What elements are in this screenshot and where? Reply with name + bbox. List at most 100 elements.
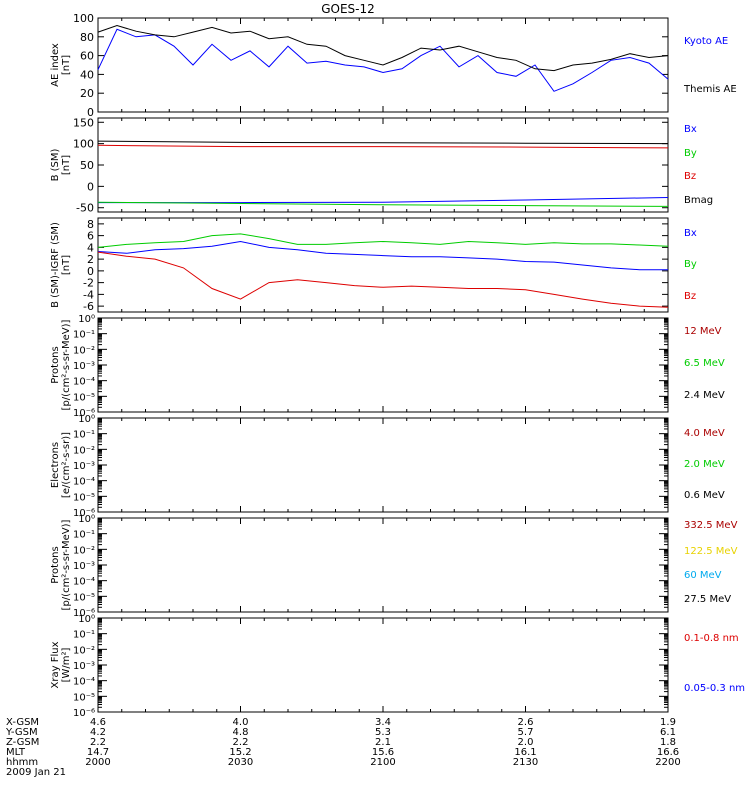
panel-7: Xray Flux[W/m²] 10⁻⁶ 10⁻⁵ 10⁻⁴ 10⁻³ 10⁻² 10⁻¹ 1… [50,614,745,719]
y-tick-label: 10⁻² [73,345,95,356]
legend-entry: By [684,148,697,159]
series-line [97,140,669,145]
y-axis-label: Xray Flux[W/m²] [50,641,72,688]
legend-entry: 332.5 MeV [684,520,738,531]
y-axis-label-line: [p/(cm²-s-sr-MeV)] [61,519,72,610]
legend-entry: 0.1-0.8 nm [684,633,739,644]
y-axis-label: Protons[p/(cm²-s-sr-MeV)] [50,319,72,410]
plot-title: GOES-12 [321,2,375,16]
y-tick-label: 10⁰ [78,614,95,625]
panel-5: Electrons[e/(cm²-s-sr)]10⁻⁶ 10⁻⁵ 10⁻⁴ 10⁻³ 1… [50,414,725,519]
ephem-cell: 4.0 [233,717,249,728]
y-tick-label: 10⁻³ [73,361,95,372]
y-tick-label: 10⁰ [78,514,95,525]
panel-4: Protons[p/(cm²-s-sr-MeV)]10⁻⁶ 10⁻⁵ 10⁻⁴ 10⁻… [50,314,725,419]
y-tick-label: 10⁻³ [73,561,95,572]
y-tick-label: 10⁻¹ [73,630,95,641]
y-axis-label-line: Protons [50,546,61,583]
legend-entry: 0.05-0.3 nm [684,683,745,694]
legend-entry: 2.0 MeV [684,459,725,470]
y-tick-label: 40 [80,68,94,81]
ephem-row-label: Z-GSM [6,737,39,748]
legend-entry: 0.6 MeV [684,490,725,501]
series-line [97,233,669,248]
ephem-cell: 2.0 [518,737,534,748]
legend-entry: Themis AE [683,84,737,95]
series-line [97,251,669,308]
y-tick-label: 60 [80,50,94,63]
y-axis-label-line: Electrons [50,442,61,488]
ephem-cell: 5.3 [375,727,391,738]
y-axis-label-line: Protons [50,346,61,383]
y-axis-label-line: [nT] [61,55,72,75]
ephem-cell: 4.8 [233,727,249,738]
y-axis-label-line: B (SM) [50,148,61,181]
y-axis-label-line: [p/(cm²-s-sr-MeV)] [61,319,72,410]
panel-frame [97,117,669,213]
y-tick-label: 0 [87,106,94,119]
y-tick-label: 10⁻² [73,545,95,556]
y-tick-label: 10⁻⁶ [73,508,95,519]
series-line [97,240,668,271]
ephem-cell: 15.2 [229,747,251,758]
ephem-cell: 16.1 [514,747,536,758]
ephem-cell: 5.7 [518,727,534,738]
ephemeris-table: X-GSMY-GSMZ-GSMMLThhmm4.64.22.214.720004… [5,717,681,778]
y-tick-label: 10⁻³ [73,661,95,672]
legend-entry: 6.5 MeV [684,358,725,369]
panel-2: B (SM)[nT] -50 0 50 100 150 Bx By Bz Bmag [50,116,713,214]
y-tick-label: 10⁻⁵ [73,492,95,503]
legend-entry: 122.5 MeV [684,546,738,557]
y-tick-label: 50 [80,159,94,172]
ephem-cell: 6.1 [660,727,676,738]
y-axis-label: Protons[p/(cm²-s-sr-MeV)] [50,519,72,610]
y-tick-label: -4 [83,288,94,301]
ephem-cell: 2000 [85,757,110,768]
y-tick-label: 4 [87,241,94,254]
y-tick-label: 10⁻⁵ [73,392,95,403]
panel-1: AE index[nT] 0 20 40 60 80 100 Kyoto AE Themis A… [50,12,737,119]
y-axis-label: B (SM)-IGRF (SM)[nT] [50,222,72,308]
y-tick-label: 10⁻⁵ [73,692,95,703]
y-tick-label: 0 [87,180,94,193]
legend-entry: 4.0 MeV [684,428,725,439]
legend-entry: Kyoto AE [684,36,728,47]
y-tick-label: 10⁻⁴ [73,577,95,588]
legend-entry: Bmag [684,195,713,206]
y-tick-label: 10⁻² [73,645,95,656]
y-tick-label: 20 [80,87,94,100]
y-tick-label: 10⁻⁴ [73,477,95,488]
y-tick-label: 10⁰ [78,314,95,325]
y-tick-label: 6 [87,230,94,243]
y-tick-label: -6 [83,300,94,313]
ephem-row-label: MLT [6,747,26,758]
ephem-cell: 14.7 [87,747,109,758]
y-tick-label: 2 [87,253,94,266]
legend-entry: 60 MeV [684,570,722,581]
y-axis-label-line: [nT] [61,255,72,275]
y-tick-label: 10⁻⁶ [73,408,95,419]
ephem-cell: 2100 [370,757,395,768]
legend-entry: Bx [684,124,697,135]
y-axis-label: Electrons[e/(cm²-s-sr)] [50,432,72,498]
ephem-cell: 15.6 [372,747,394,758]
y-tick-label: 10⁻⁶ [73,708,95,719]
y-tick-label: 10⁻¹ [73,430,95,441]
legend-entry: 12 MeV [684,326,722,337]
y-tick-label: -2 [83,277,94,290]
y-tick-label: 10⁻⁴ [73,677,95,688]
ephem-cell: 4.6 [90,717,106,728]
y-tick-label: 10⁻¹ [73,530,95,541]
y-tick-label: 80 [80,31,94,44]
y-axis-label-line: [e/(cm²-s-sr)] [61,432,72,498]
series-line [97,24,669,72]
plot-date: 2009 Jan 21 [6,767,66,778]
ephem-cell: 2200 [655,757,680,768]
legend-entry: Bz [684,291,696,302]
y-tick-label: 100 [73,138,94,151]
y-axis-label-line: AE index [50,43,61,87]
y-tick-label: 10⁻³ [73,461,95,472]
ephem-cell: 16.6 [657,747,679,758]
